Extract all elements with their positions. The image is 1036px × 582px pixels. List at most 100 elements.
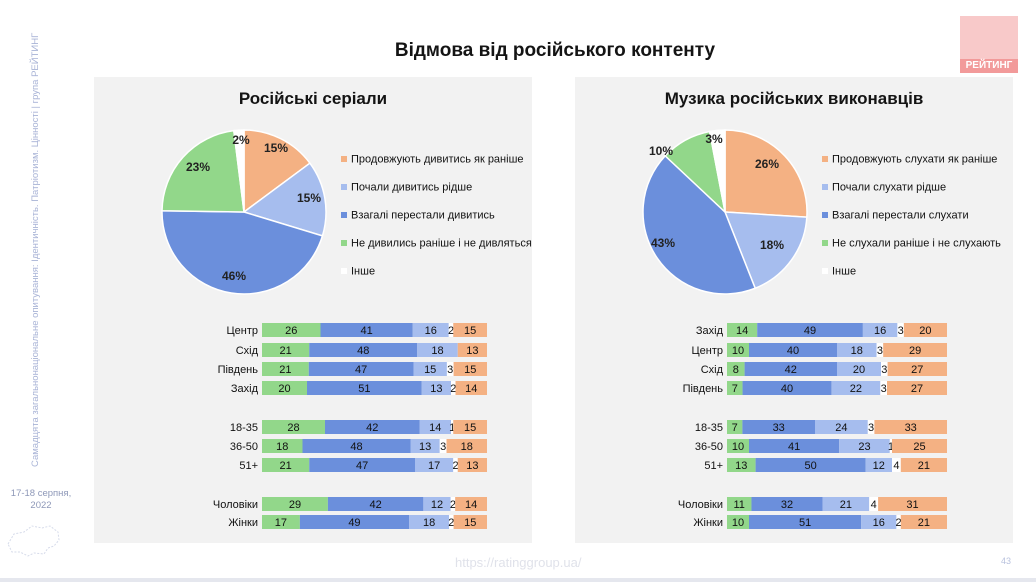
bar-value-label: 7 bbox=[732, 422, 738, 434]
bar-value-label: 41 bbox=[788, 441, 800, 453]
bar-segment bbox=[727, 323, 758, 337]
bar-value-label: 2 bbox=[450, 383, 456, 395]
bar-segment bbox=[453, 420, 487, 434]
pie-slice bbox=[642, 154, 757, 295]
bar-value-label: 13 bbox=[419, 441, 431, 453]
bar-segment bbox=[900, 515, 947, 529]
bar-segment bbox=[839, 439, 890, 453]
bar-value-label: 3 bbox=[881, 383, 887, 395]
bar-value-label: 42 bbox=[366, 422, 378, 434]
bar-value-label: 21 bbox=[918, 517, 930, 529]
bar-segment bbox=[451, 420, 454, 434]
bar-segment bbox=[446, 439, 487, 453]
bar-value-label: 7 bbox=[732, 383, 738, 395]
panel-title-music: Музика російських виконавців bbox=[664, 89, 924, 108]
bar-value-label: 20 bbox=[278, 383, 290, 395]
bar-value-label: 47 bbox=[356, 460, 368, 472]
bar-segment bbox=[876, 343, 884, 357]
bar-value-label: 3 bbox=[898, 325, 904, 337]
legend-swatch bbox=[341, 212, 347, 218]
bar-value-label: 42 bbox=[370, 499, 382, 511]
bar-value-label: 3 bbox=[881, 364, 887, 376]
bar-segment bbox=[457, 343, 487, 357]
bar-segment bbox=[727, 458, 756, 472]
bar-segment bbox=[299, 515, 410, 529]
bar-value-label: 51 bbox=[358, 383, 370, 395]
legend-swatch bbox=[341, 240, 347, 246]
bar-value-label: 3 bbox=[868, 422, 874, 434]
bar-value-label: 10 bbox=[732, 441, 744, 453]
bar-value-label: 10 bbox=[732, 345, 744, 357]
bar-segment bbox=[727, 515, 749, 529]
pie-slice bbox=[723, 211, 808, 290]
bar-value-label: 40 bbox=[781, 383, 793, 395]
bar-value-label: 28 bbox=[287, 422, 299, 434]
bar-segment bbox=[262, 323, 321, 337]
bar-segment bbox=[887, 381, 947, 395]
survey-date: 17-18 серпня, 2022 bbox=[10, 488, 72, 511]
bar-value-label: 4 bbox=[871, 499, 877, 511]
pie-value-label: 15% bbox=[297, 191, 321, 205]
bar-value-label: 13 bbox=[466, 345, 478, 357]
bar-value-label: 16 bbox=[874, 325, 886, 337]
pie-value-label: 2% bbox=[232, 133, 250, 147]
legend-label: Взагалі перестали слухати bbox=[832, 210, 969, 222]
bar-segment bbox=[453, 323, 487, 337]
pie-value-label: 23% bbox=[186, 160, 210, 174]
panel-series: Російські серіали 15% 15% 46% 23% 2% Продовжу… bbox=[94, 77, 532, 543]
bar-value-label: 32 bbox=[781, 499, 793, 511]
bar-value-label: 13 bbox=[466, 460, 478, 472]
bar-category-label: Жінки bbox=[228, 517, 258, 529]
pie-value-label: 15% bbox=[264, 141, 288, 155]
bar-segment bbox=[262, 362, 309, 376]
bar-segment bbox=[887, 362, 947, 376]
bar-segment bbox=[897, 323, 904, 337]
legend-swatch bbox=[341, 156, 347, 162]
bar-segment bbox=[423, 497, 451, 511]
bar-value-label: 18 bbox=[461, 441, 473, 453]
page-number: 43 bbox=[1001, 556, 1012, 566]
legend-label: Почали дивитись рідше bbox=[351, 182, 472, 194]
bar-value-label: 4 bbox=[893, 460, 899, 472]
bar-segment bbox=[446, 362, 454, 376]
bar-value-label: 51 bbox=[799, 517, 811, 529]
bar-value-label: 21 bbox=[279, 364, 291, 376]
bar-value-label: 15 bbox=[464, 325, 476, 337]
bar-segment bbox=[262, 497, 328, 511]
legend-label: Не дивились раніше і не дивляться bbox=[351, 238, 532, 250]
bar-segment bbox=[419, 420, 451, 434]
legend-swatch bbox=[822, 240, 828, 246]
bar-segment bbox=[892, 439, 947, 453]
bar-segment bbox=[327, 497, 424, 511]
bar-value-label: 2 bbox=[448, 325, 454, 337]
bar-value-label: 29 bbox=[909, 345, 921, 357]
bar-segment bbox=[862, 323, 898, 337]
bar-value-label: 2 bbox=[448, 517, 454, 529]
bar-category-label: Захід bbox=[231, 383, 259, 395]
panel-music: Музика російських виконавців 26% 18% 43% 10… bbox=[575, 77, 1013, 543]
bar-value-label: 22 bbox=[850, 383, 862, 395]
footer-url[interactable]: https://ratinggroup.ua/ bbox=[455, 555, 582, 570]
pie-value-label: 46% bbox=[222, 269, 246, 283]
bar-value-label: 41 bbox=[361, 325, 373, 337]
bar-segment bbox=[757, 323, 863, 337]
bar-category-label: Центр bbox=[692, 345, 724, 357]
bar-value-label: 17 bbox=[428, 460, 440, 472]
bar-segment bbox=[453, 515, 487, 529]
pie-value-label: 18% bbox=[760, 238, 784, 252]
panel-title-series: Російські серіали bbox=[238, 89, 388, 108]
bar-value-label: 15 bbox=[464, 422, 476, 434]
bar-segment bbox=[455, 497, 487, 511]
bar-value-label: 13 bbox=[430, 383, 442, 395]
legend-swatch bbox=[822, 156, 828, 162]
bar-segment bbox=[410, 439, 440, 453]
bar-segment bbox=[262, 439, 303, 453]
bar-segment bbox=[457, 458, 487, 472]
pie-value-label: 43% bbox=[651, 236, 675, 250]
bar-value-label: 48 bbox=[357, 345, 369, 357]
bar-category-label: 51+ bbox=[239, 460, 258, 472]
bar-value-label: 24 bbox=[835, 422, 847, 434]
bar-value-label: 15 bbox=[424, 364, 436, 376]
bar-segment bbox=[822, 497, 870, 511]
bar-segment bbox=[837, 343, 877, 357]
